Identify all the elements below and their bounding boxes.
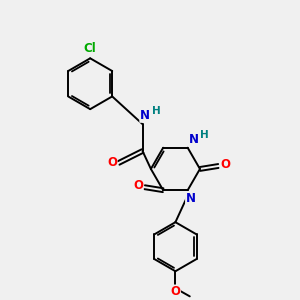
Text: O: O: [133, 179, 143, 192]
Text: O: O: [220, 158, 230, 171]
Text: O: O: [170, 285, 180, 298]
Text: N: N: [189, 133, 199, 146]
Text: N: N: [140, 109, 150, 122]
Text: Cl: Cl: [84, 42, 97, 55]
Text: H: H: [152, 106, 160, 116]
Text: H: H: [200, 130, 208, 140]
Text: O: O: [107, 157, 117, 169]
Text: N: N: [186, 192, 196, 205]
